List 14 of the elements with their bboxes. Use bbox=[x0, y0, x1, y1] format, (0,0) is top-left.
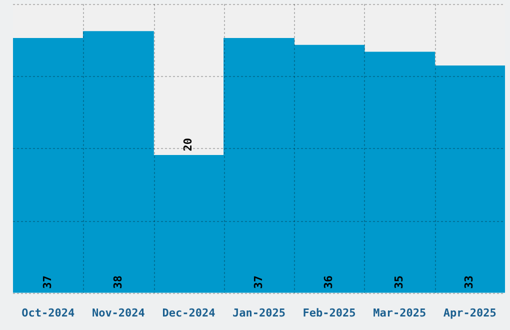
data-label: 37 bbox=[41, 276, 54, 289]
x-tick-label: Apr-2025 bbox=[443, 306, 496, 320]
x-tick-label: Jan-2025 bbox=[232, 306, 286, 320]
data-label: 20 bbox=[182, 138, 195, 152]
x-tick-label: Mar-2025 bbox=[373, 306, 426, 320]
data-label: 38 bbox=[111, 276, 124, 289]
x-tick-label: Feb-2025 bbox=[302, 306, 356, 320]
x-tick-label: Oct-2024 bbox=[22, 306, 76, 320]
data-label: 36 bbox=[322, 275, 336, 289]
x-tick-label: Nov-2024 bbox=[92, 306, 146, 320]
x-tick-label: Dec-2024 bbox=[162, 306, 216, 320]
data-label: 35 bbox=[392, 276, 406, 289]
data-label: 33 bbox=[462, 276, 476, 289]
data-label: 37 bbox=[252, 276, 265, 289]
